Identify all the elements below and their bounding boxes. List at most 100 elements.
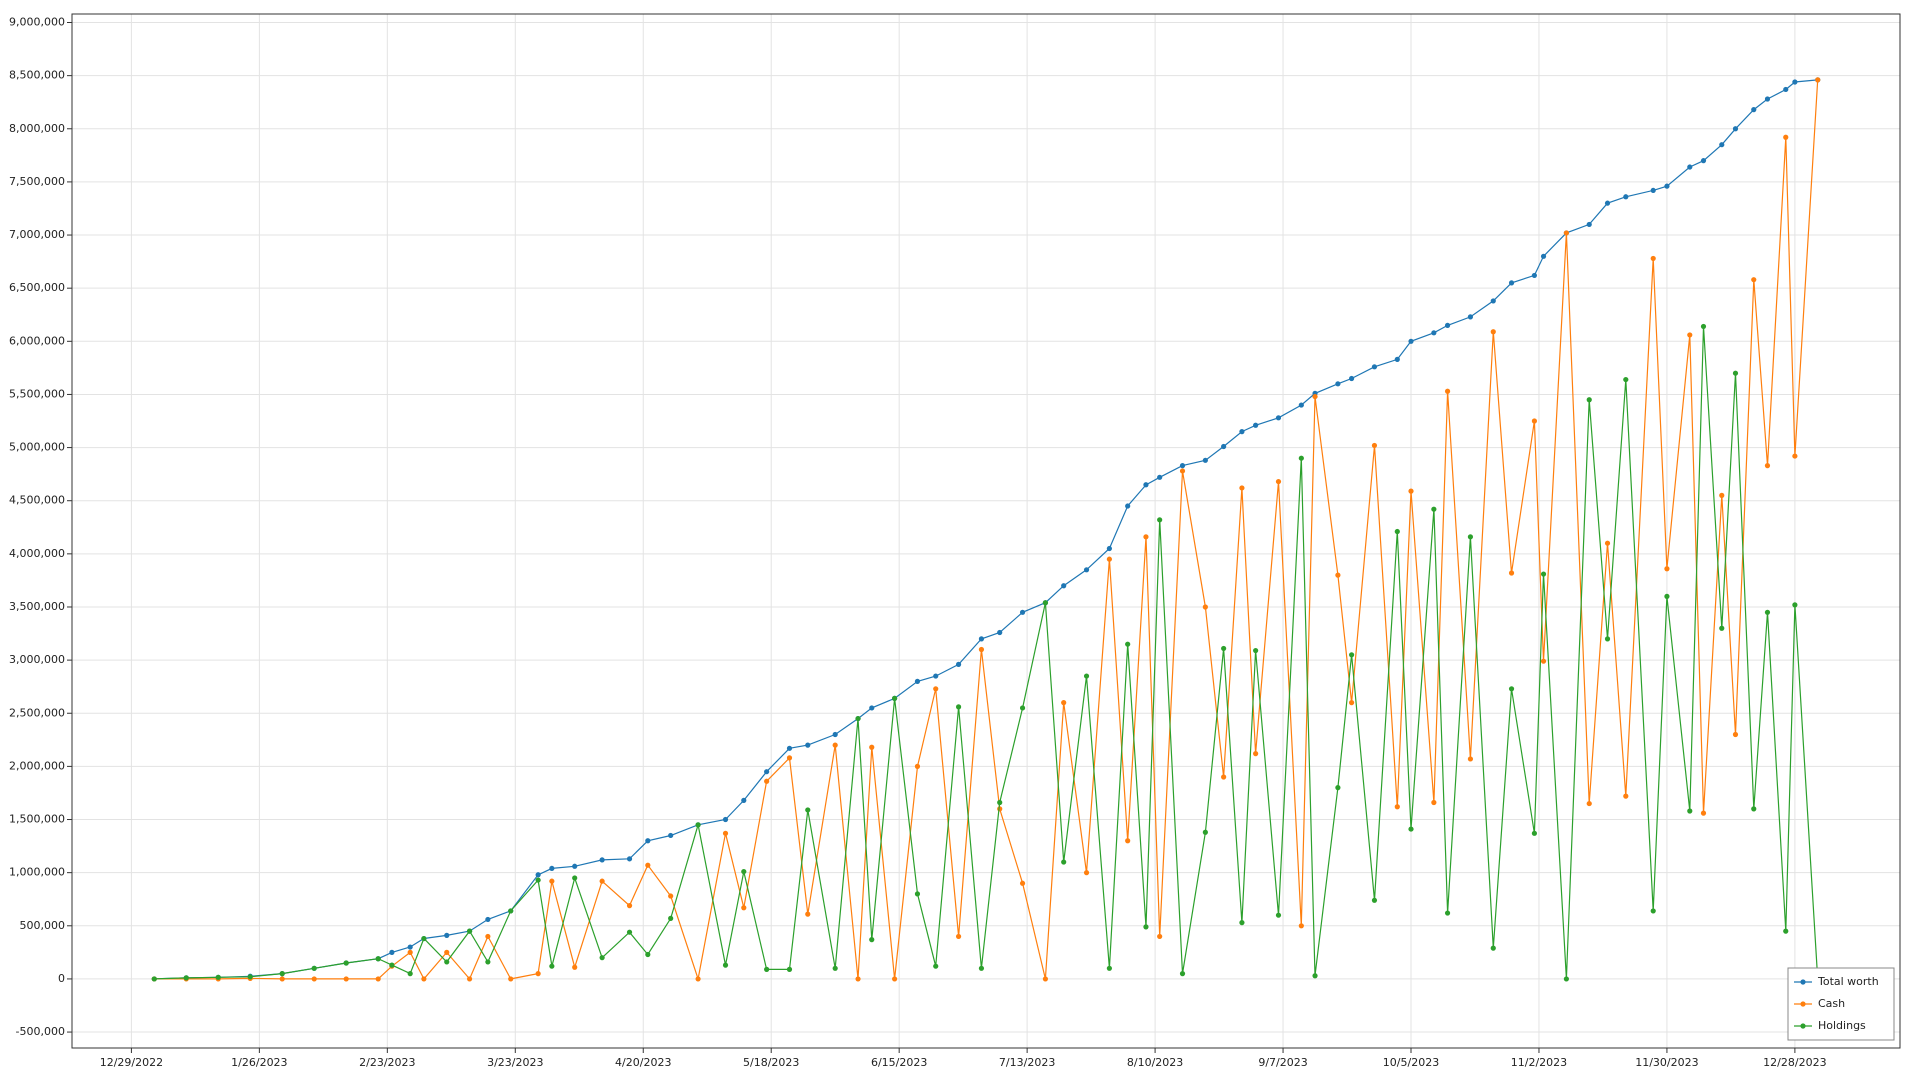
data-point [1253, 751, 1259, 757]
data-point [1106, 556, 1112, 562]
data-point [1732, 731, 1739, 738]
data-point [786, 755, 793, 761]
plot-area [72, 14, 1900, 1048]
data-point [1298, 455, 1304, 461]
data-point [1312, 393, 1318, 400]
data-point [1221, 443, 1227, 450]
plot-border [71, 13, 1901, 1049]
data-point [1764, 96, 1771, 102]
data-point [626, 929, 633, 935]
data-point [1408, 826, 1414, 832]
data-point [1467, 756, 1474, 762]
data-point [599, 955, 605, 961]
data-point [466, 928, 473, 934]
data-point [1239, 920, 1245, 926]
data-point [1531, 272, 1537, 279]
data-point [1719, 492, 1725, 498]
data-point [668, 832, 674, 839]
data-point [722, 962, 729, 968]
data-point [1335, 381, 1341, 387]
data-point [1732, 370, 1739, 376]
x-tick-label: 7/13/2023 [999, 1056, 1055, 1069]
data-point [444, 959, 450, 965]
data-point [1335, 785, 1341, 791]
data-point [832, 742, 838, 748]
x-tick-label: 6/15/2023 [871, 1056, 927, 1069]
data-point [997, 629, 1003, 636]
x-tick-label: 4/20/2023 [615, 1056, 671, 1069]
data-point [1700, 323, 1707, 330]
data-point [1349, 652, 1355, 658]
data-point [1650, 908, 1656, 914]
data-point [1540, 253, 1547, 259]
data-point [1221, 774, 1227, 780]
data-point [722, 830, 729, 836]
y-tick-label: 8,000,000 [9, 122, 65, 135]
data-point [1275, 912, 1282, 918]
data-point [1431, 799, 1437, 806]
y-tick-label: 5,000,000 [9, 441, 65, 454]
series-line [154, 79, 1819, 981]
data-point [1221, 645, 1227, 652]
data-point [599, 878, 605, 884]
data-point [869, 744, 875, 750]
data-point [1687, 164, 1693, 170]
data-point [599, 857, 605, 863]
legend-marker [1800, 1023, 1806, 1029]
data-point [832, 965, 838, 971]
data-point [389, 962, 395, 968]
data-point [1394, 804, 1400, 810]
data-point [407, 949, 413, 955]
data-point [1623, 194, 1629, 200]
x-tick-label: 10/5/2023 [1383, 1056, 1439, 1069]
data-point [869, 937, 875, 943]
data-point [508, 976, 514, 982]
data-point [421, 976, 427, 982]
data-point [914, 678, 921, 684]
data-point [955, 704, 962, 710]
data-point [1083, 673, 1090, 679]
data-point [978, 965, 985, 971]
data-point [1490, 298, 1496, 304]
data-point [914, 891, 921, 897]
legend-label: Cash [1818, 997, 1845, 1010]
data-point [978, 636, 985, 642]
data-point [1275, 415, 1282, 421]
data-point [1751, 806, 1757, 812]
y-tick-label: 4,500,000 [9, 494, 65, 507]
data-point [1751, 107, 1757, 113]
data-point [1623, 793, 1629, 799]
data-point [1106, 965, 1112, 971]
data-point [1664, 593, 1670, 599]
data-point [444, 932, 450, 938]
data-point [1179, 971, 1186, 977]
y-tick-label: 2,000,000 [9, 759, 65, 772]
data-point [933, 673, 939, 679]
data-point [1157, 933, 1163, 940]
data-point [764, 966, 770, 972]
data-point [1125, 838, 1131, 844]
data-point [892, 695, 898, 701]
data-point [1467, 314, 1474, 320]
data-point [1298, 402, 1304, 408]
data-point [668, 915, 674, 921]
data-point [549, 865, 555, 872]
data-point [1019, 609, 1026, 615]
data-point [695, 822, 701, 828]
data-point [151, 976, 157, 982]
data-point [549, 878, 555, 884]
data-point [1623, 376, 1629, 383]
legend-marker [1800, 979, 1806, 985]
data-point [1508, 280, 1515, 286]
y-tick-label: 6,500,000 [9, 281, 65, 294]
data-point [1650, 255, 1656, 262]
data-point [1508, 686, 1515, 692]
data-point [421, 935, 427, 942]
data-point [1061, 700, 1067, 706]
data-point [855, 976, 861, 982]
y-tick-label: 7,000,000 [9, 228, 65, 241]
data-point [485, 933, 491, 940]
data-point [1143, 924, 1149, 930]
legend-marker [1800, 1001, 1806, 1007]
